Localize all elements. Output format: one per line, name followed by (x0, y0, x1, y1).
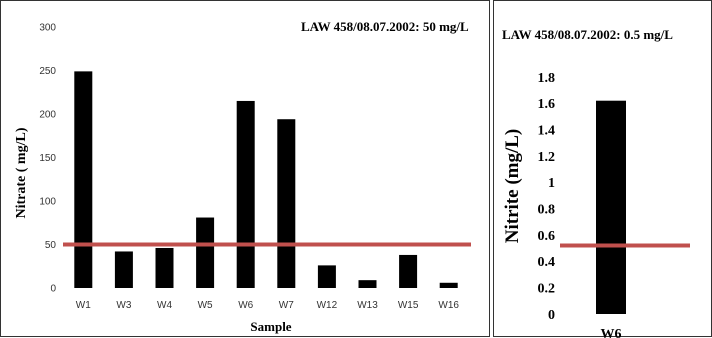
nitrite-law-annotation: LAW 458/08.07.2002: 0.5 mg/L (502, 27, 673, 42)
nitrate-y-tick-label: 50 (45, 240, 57, 251)
nitrate-x-tick-label: W12 (317, 300, 338, 311)
nitrate-x-tick-label: W15 (398, 300, 419, 311)
nitrite-y-tick-label: 1.6 (538, 97, 556, 112)
nitrate-bar-w5 (196, 217, 215, 288)
nitrate-bar-w3 (114, 251, 133, 288)
nitrite-y-tick-label: 1 (548, 176, 555, 191)
nitrate-x-axis-title: Sample (250, 319, 291, 334)
nitrate-bar-w12 (317, 265, 336, 288)
nitrate-bar-w6 (236, 100, 255, 288)
nitrate-law-annotation: LAW 458/08.07.2002: 50 mg/L (301, 19, 469, 34)
nitrate-chart: LAW 458/08.07.2002: 50 mg/L Nitrate ( mg… (14, 19, 471, 334)
nitrite-chart-panel: LAW 458/08.07.2002: 0.5 mg/L Nitrite (mg… (493, 0, 712, 338)
nitrate-x-tick-label: W6 (238, 300, 253, 311)
nitrate-x-tick-label: W4 (157, 300, 172, 311)
nitrate-y-tick-label: 250 (39, 66, 56, 77)
nitrite-y-tick-label: 0.6 (538, 229, 556, 244)
nitrate-y-axis-title: Nitrate ( mg/L) (14, 127, 29, 218)
nitrite-bar-w6 (596, 100, 626, 314)
nitrate-y-tick-label: 200 (39, 110, 56, 121)
nitrate-x-tick-label: W3 (116, 300, 131, 311)
nitrite-y-tick-label: 1.8 (538, 71, 556, 86)
nitrate-x-tick-label: W13 (357, 300, 378, 311)
nitrate-x-tick-label: W5 (198, 300, 213, 311)
nitrate-y-tick-label: 100 (39, 197, 56, 208)
nitrate-y-tick-label: 150 (39, 153, 56, 164)
nitrate-bar-w7 (277, 119, 296, 288)
nitrite-y-tick-label: 0 (548, 308, 555, 323)
nitrite-y-tick-label: 0.4 (538, 255, 556, 270)
nitrate-bar-w13 (358, 280, 377, 288)
nitrate-bar-w1 (74, 71, 93, 289)
nitrite-y-tick-label: 1.2 (538, 150, 556, 165)
nitrite-chart: LAW 458/08.07.2002: 0.5 mg/L Nitrite (mg… (502, 27, 690, 338)
nitrate-bar-w16 (439, 282, 458, 288)
nitrate-y-tick-label: 300 (39, 23, 56, 34)
nitrate-y-tick-label: 0 (50, 284, 56, 295)
nitrite-y-axis-title: Nitrite (mg/L) (502, 129, 523, 243)
nitrate-x-tick-label: W7 (279, 300, 294, 311)
nitrate-x-tick-label: W16 (438, 300, 459, 311)
nitrate-x-tick-label: W1 (76, 300, 91, 311)
nitrate-bar-w4 (155, 247, 174, 288)
nitrite-x-tick-label: W6 (601, 327, 622, 338)
nitrite-y-tick-label: 0.8 (538, 203, 556, 218)
nitrate-chart-panel: LAW 458/08.07.2002: 50 mg/L Nitrate ( mg… (0, 0, 490, 337)
nitrite-y-tick-label: 0.2 (538, 282, 556, 297)
nitrite-y-tick-label: 1.4 (538, 124, 556, 139)
nitrate-bar-w15 (399, 254, 418, 288)
